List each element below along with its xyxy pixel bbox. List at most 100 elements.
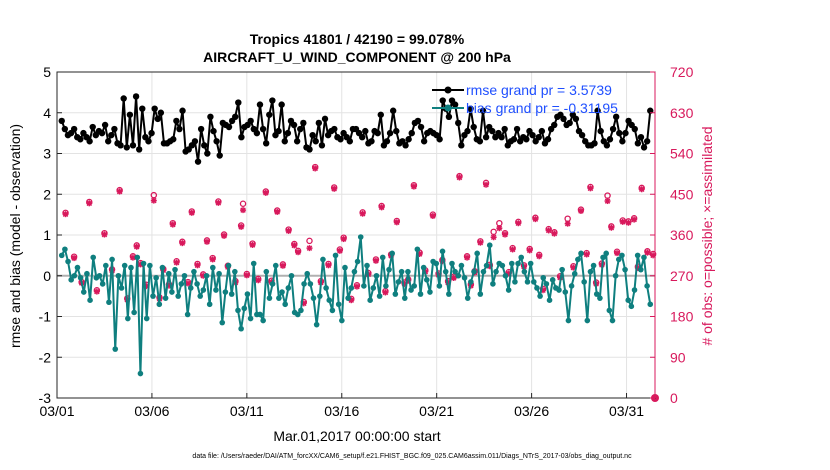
bias-line: [60, 236, 652, 375]
obs-assimilated-point: [619, 218, 626, 225]
obs-assimilated-point: [203, 238, 210, 245]
rmse-point: [105, 138, 112, 145]
rmse-point: [358, 134, 366, 141]
bias-point: [288, 272, 295, 279]
right-tick-label: 0: [670, 390, 678, 406]
bias-point: [578, 250, 584, 257]
rmse-point: [278, 101, 285, 108]
right-tick-label: 270: [670, 268, 694, 284]
obs-assimilated-point: [625, 219, 632, 226]
obs-assimilated-point: [93, 288, 100, 295]
rmse-point: [331, 125, 338, 133]
bias-point: [272, 262, 279, 269]
rmse-point: [538, 127, 546, 135]
rmse-point: [266, 111, 273, 118]
bias-point: [515, 260, 521, 267]
bias-point: [392, 291, 399, 297]
bias-point: [247, 315, 254, 322]
bias-point: [194, 281, 200, 287]
rmse-point: [284, 129, 292, 137]
bias-point: [125, 315, 131, 322]
bias-point: [424, 277, 430, 283]
bias-point: [175, 293, 181, 299]
bias-point: [474, 250, 480, 257]
rmse-point: [535, 134, 542, 141]
legend-bias-label: bias grand pr = -0.31195: [466, 100, 618, 116]
rmse-point: [101, 121, 109, 129]
obs-assimilated-point: [456, 174, 463, 181]
bias-point: [534, 285, 540, 291]
obs-assimilated-point: [551, 230, 558, 237]
x-tick-label: 03/16: [324, 403, 359, 419]
bias-point: [213, 287, 219, 293]
bias-point: [222, 289, 229, 295]
right-tick-label: 720: [670, 64, 694, 80]
rmse-point: [179, 107, 186, 114]
bias-point: [483, 262, 490, 269]
bias-point: [335, 301, 342, 308]
bias-point: [408, 287, 414, 293]
rmse-point: [417, 123, 425, 131]
bias-point: [200, 287, 207, 293]
rmse-point: [389, 107, 397, 114]
obs-assimilated-point: [577, 208, 584, 215]
bias-point: [307, 281, 314, 287]
obs-assimilated-point: [312, 165, 319, 172]
bias-point: [562, 289, 569, 295]
bias-point: [537, 293, 543, 299]
bias-point: [439, 248, 446, 255]
right-tick-label: 90: [670, 349, 686, 365]
bias-point: [464, 295, 471, 301]
bias-point: [260, 317, 266, 324]
obs-assimilated-point: [359, 210, 366, 217]
rmse-point: [139, 105, 146, 112]
right-axis-ticks: 0 90 180 270 360 450 540 630 720: [650, 64, 694, 406]
rmse-point: [458, 142, 465, 149]
bias-point: [411, 283, 418, 289]
obs-assimilated-point: [209, 256, 216, 263]
bias-point: [571, 270, 578, 277]
obs-assimilated-point: [502, 231, 509, 238]
bias-point: [131, 309, 137, 316]
left-tick-label: 1: [43, 227, 51, 243]
obs-assimilated-point: [101, 231, 108, 238]
bias-point: [169, 289, 175, 295]
bias-point: [210, 264, 216, 271]
rmse-point: [346, 138, 354, 145]
obs-assimilated-point: [382, 289, 389, 296]
rmse-point: [204, 150, 211, 157]
bias-point: [638, 266, 644, 273]
bias-point: [118, 285, 125, 291]
rmse-point: [489, 127, 496, 135]
rmse-point: [306, 146, 313, 153]
rmse-point: [566, 119, 573, 127]
x-axis-label: Mar.01,2017 00:00:00 start: [273, 428, 440, 444]
bias-point: [244, 291, 251, 297]
bias-point: [153, 274, 159, 281]
rmse-point: [315, 119, 323, 127]
obs-assimilated-point: [71, 255, 78, 262]
bias-point: [581, 279, 587, 285]
obs-assimilated-point: [255, 277, 262, 284]
rmse-point: [148, 129, 155, 137]
bias-point: [354, 258, 361, 265]
rmse-point: [312, 138, 319, 145]
bias-point: [150, 293, 156, 299]
rmse-point: [58, 117, 65, 125]
bias-point: [606, 307, 613, 314]
bias-point: [128, 264, 134, 271]
rmse-point: [479, 107, 487, 114]
bias-point: [559, 266, 565, 273]
bias-point: [364, 262, 370, 269]
rmse-point: [225, 123, 233, 131]
bias-point: [181, 272, 188, 279]
rmse-point: [374, 129, 381, 137]
obs-possible-point: [239, 200, 247, 208]
obs-assimilated-point: [378, 204, 385, 211]
bias-point: [401, 295, 408, 301]
rmse-series: [58, 93, 654, 165]
rmse-point: [616, 129, 623, 137]
obs-assimilated-point: [340, 236, 347, 243]
bias-point: [269, 281, 276, 287]
rmse-point: [145, 138, 152, 145]
